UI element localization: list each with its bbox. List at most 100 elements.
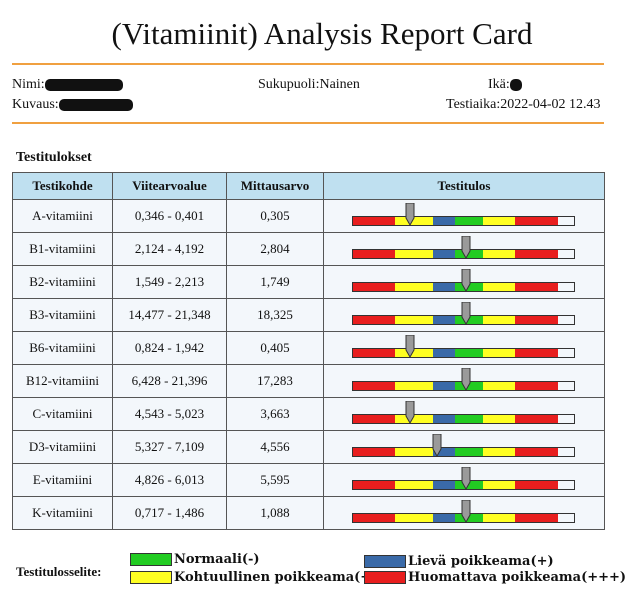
gauge-segment bbox=[455, 283, 483, 291]
description-redaction bbox=[58, 98, 133, 111]
gauge-pointer-icon bbox=[461, 302, 471, 325]
gauge-pointer-icon bbox=[432, 434, 442, 457]
age-line: Ikä: bbox=[488, 76, 522, 94]
gauge-segment bbox=[395, 250, 433, 258]
result-gauge-cell bbox=[323, 463, 605, 497]
gauge-segment bbox=[433, 415, 455, 423]
table-row: D3-vitamiini 5,327 - 7,109 4,556 bbox=[12, 430, 605, 464]
test-item-cell: B6-vitamiini bbox=[12, 331, 113, 365]
legend-moderate-swatch bbox=[130, 571, 172, 584]
gauge-segment bbox=[483, 448, 515, 456]
legend-title: Testitulosselite: bbox=[16, 564, 102, 579]
result-gauge-cell bbox=[323, 397, 605, 431]
gauge-pointer-icon bbox=[461, 500, 471, 523]
gauge-segment bbox=[433, 217, 455, 225]
gauge-segment bbox=[455, 415, 483, 423]
gauge-segment bbox=[455, 481, 483, 489]
gauge-segment bbox=[433, 514, 455, 522]
age-redaction bbox=[509, 78, 522, 91]
name-redaction bbox=[44, 78, 123, 91]
age-label: Ikä: bbox=[488, 77, 510, 92]
gauge-segment bbox=[483, 415, 515, 423]
header-reference-range: Viitearvoalue bbox=[112, 172, 227, 200]
measured-value-cell: 1,749 bbox=[226, 265, 324, 299]
result-gauge-cell bbox=[323, 364, 605, 398]
gauge-segment bbox=[395, 283, 433, 291]
gauge-segment bbox=[515, 349, 558, 357]
section-title: Testitulokset bbox=[16, 150, 92, 165]
test-item-cell: B2-vitamiini bbox=[12, 265, 113, 299]
gauge-segment bbox=[515, 382, 558, 390]
measured-value-cell: 3,663 bbox=[226, 397, 324, 431]
test-time-value: 2022-04-02 12.43 bbox=[500, 97, 601, 112]
gauge-segment bbox=[353, 382, 395, 390]
gauge-segment bbox=[515, 316, 558, 324]
test-item-cell: C-vitamiini bbox=[12, 397, 113, 431]
result-gauge-cell bbox=[323, 199, 605, 233]
gauge-pointer-icon bbox=[461, 236, 471, 259]
measured-value-cell: 2,804 bbox=[226, 232, 324, 266]
gauge-segment bbox=[483, 217, 515, 225]
reference-range-cell: 4,543 - 5,023 bbox=[112, 397, 227, 431]
gauge-segment bbox=[455, 349, 483, 357]
gauge-segment bbox=[455, 250, 483, 258]
gauge-segment bbox=[433, 316, 455, 324]
result-gauge-bar bbox=[352, 216, 575, 226]
name-line: Nimi: bbox=[12, 76, 123, 94]
legend-normal-swatch bbox=[130, 553, 172, 566]
test-item-cell: B3-vitamiini bbox=[12, 298, 113, 332]
gender-value: Nainen bbox=[319, 77, 360, 92]
result-gauge-cell bbox=[323, 496, 605, 530]
table-row: E-vitamiini 4,826 - 6,013 5,595 bbox=[12, 463, 605, 497]
gauge-segment bbox=[353, 250, 395, 258]
gauge-segment bbox=[353, 217, 395, 225]
legend-mild-swatch bbox=[364, 555, 406, 568]
gauge-segment bbox=[455, 448, 483, 456]
gender-line: Sukupuoli:Nainen bbox=[258, 76, 360, 94]
gauge-pointer-icon bbox=[405, 203, 415, 226]
gauge-segment bbox=[483, 382, 515, 390]
result-gauge-bar bbox=[352, 348, 575, 358]
header-test-result: Testitulos bbox=[323, 172, 605, 200]
legend-moderate-label: Kohtuullinen poikkeama(++) bbox=[174, 570, 389, 585]
gauge-segment bbox=[515, 217, 558, 225]
gauge-segment bbox=[353, 514, 395, 522]
result-gauge-cell bbox=[323, 430, 605, 464]
header-divider bbox=[12, 122, 604, 124]
gauge-segment bbox=[483, 514, 515, 522]
result-gauge-bar bbox=[352, 414, 575, 424]
result-gauge-cell bbox=[323, 331, 605, 365]
legend-normal-label: Normaali(-) bbox=[174, 552, 260, 567]
result-gauge-bar bbox=[352, 447, 575, 457]
top-divider bbox=[12, 63, 604, 65]
report-title: (Vitamiinit) Analysis Report Card bbox=[111, 16, 533, 51]
gauge-segment bbox=[515, 250, 558, 258]
gauge-segment bbox=[353, 481, 395, 489]
test-item-cell: B1-vitamiini bbox=[12, 232, 113, 266]
reference-range-cell: 0,346 - 0,401 bbox=[112, 199, 227, 233]
gauge-pointer-icon bbox=[405, 401, 415, 424]
reference-range-cell: 14,477 - 21,348 bbox=[112, 298, 227, 332]
reference-range-cell: 0,717 - 1,486 bbox=[112, 496, 227, 530]
gauge-segment bbox=[433, 283, 455, 291]
gauge-segment bbox=[353, 415, 395, 423]
gauge-segment bbox=[433, 349, 455, 357]
gender-label: Sukupuoli: bbox=[258, 77, 320, 92]
measured-value-cell: 18,325 bbox=[226, 298, 324, 332]
test-item-cell: A-vitamiini bbox=[12, 199, 113, 233]
result-gauge-cell bbox=[323, 298, 605, 332]
header-test-item: Testikohde bbox=[12, 172, 113, 200]
gauge-segment bbox=[433, 250, 455, 258]
gauge-segment bbox=[483, 283, 515, 291]
gauge-pointer-icon bbox=[461, 269, 471, 292]
gauge-segment bbox=[455, 514, 483, 522]
reference-range-cell: 1,549 - 2,213 bbox=[112, 265, 227, 299]
gauge-segment bbox=[395, 382, 433, 390]
gauge-segment bbox=[515, 481, 558, 489]
test-time-label: Testiaika: bbox=[446, 97, 501, 112]
test-item-cell: E-vitamiini bbox=[12, 463, 113, 497]
gauge-segment bbox=[515, 283, 558, 291]
gauge-segment bbox=[395, 481, 433, 489]
measured-value-cell: 4,556 bbox=[226, 430, 324, 464]
measured-value-cell: 0,305 bbox=[226, 199, 324, 233]
